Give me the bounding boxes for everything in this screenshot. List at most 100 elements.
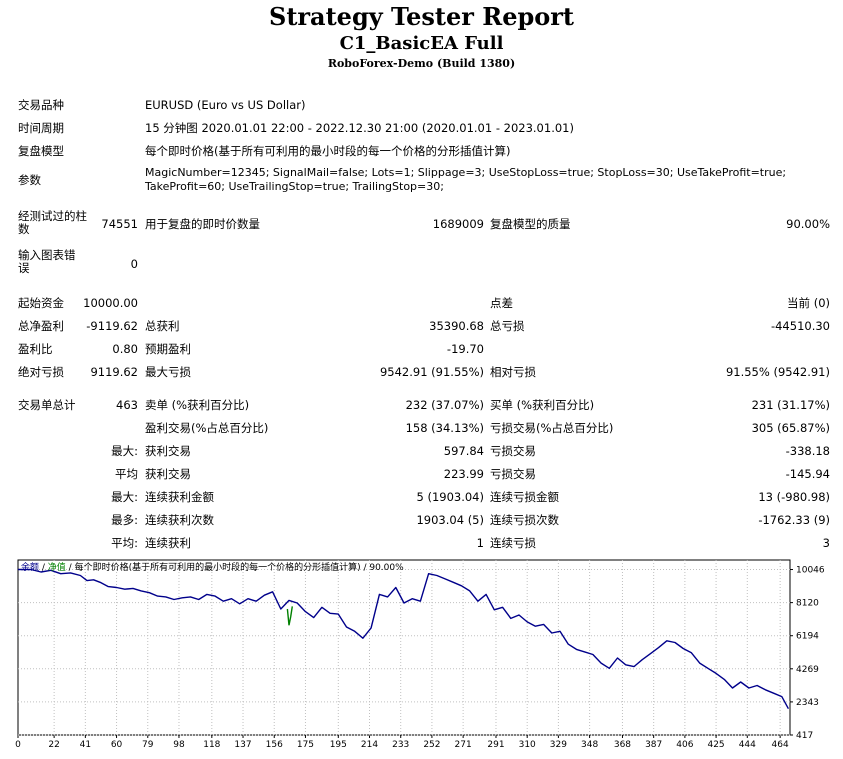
legend-separator: / (39, 563, 48, 573)
average-consecutive-wins-label: 连续获利 (145, 536, 191, 550)
equity-line (286, 606, 293, 626)
max-consecutive-label: 最大: (111, 490, 138, 504)
total-trades-value: 463 (116, 398, 138, 412)
x-tick-label: 118 (203, 740, 220, 750)
average-profit-label: 获利交易 (145, 467, 191, 481)
x-tick-label: 368 (614, 740, 631, 750)
average-consecutive-wins-value: 1 (476, 536, 484, 550)
max-consecutive-wins-value: 5 (1903.04) (416, 490, 484, 504)
net-profit-value: -9119.62 (86, 319, 138, 333)
y-tick-label: 10046 (796, 566, 825, 576)
profit-trades-value: 158 (34.13%) (405, 421, 484, 435)
x-tick-label: 137 (234, 740, 251, 750)
params-line-2: TakeProfit=60; UseTrailingStop=true; Tra… (145, 180, 444, 193)
average-label: 平均 (115, 467, 138, 481)
report-subtitle: C1_BasicEA Full (339, 33, 504, 54)
period-label: 时间周期 (18, 121, 64, 135)
x-tick-label: 175 (297, 740, 314, 750)
ticks-label: 用于复盘的即时价数量 (145, 217, 260, 231)
largest-profit-label: 获利交易 (145, 444, 191, 458)
max-consecutive-losses-value: 13 (-980.98) (758, 490, 830, 504)
report-server: RoboForex-Demo (Build 1380) (327, 57, 516, 70)
maximal-label: 最多: (111, 513, 138, 527)
gross-loss-label: 总亏损 (490, 319, 525, 333)
profit-factor-value: 0.80 (112, 342, 138, 356)
expected-payoff-value: -19.70 (446, 342, 484, 356)
net-profit-label: 总净盈利 (18, 319, 64, 333)
long-trades-value: 231 (31.17%) (751, 398, 830, 412)
maximal-loss-label: 连续亏损次数 (490, 513, 559, 527)
average-consecutive-losses-label: 连续亏损 (490, 536, 536, 550)
spread-value: 当前 (0) (787, 296, 830, 310)
expected-payoff-label: 预期盈利 (145, 342, 191, 356)
largest-profit-value: 597.84 (443, 444, 484, 458)
deposit-label: 起始资金 (18, 296, 64, 310)
params-label: 参数 (18, 173, 41, 187)
report-title: Strategy Tester Report (268, 2, 575, 31)
x-tick-label: 348 (581, 740, 598, 750)
gross-profit-value: 35390.68 (429, 319, 484, 333)
errors-value: 0 (130, 257, 138, 271)
average-loss-value: -145.94 (785, 467, 830, 481)
absolute-drawdown-label: 绝对亏损 (18, 365, 64, 379)
maximal-drawdown-label: 最大亏损 (145, 365, 191, 379)
x-tick-label: 233 (392, 740, 409, 750)
y-tick-label: 6194 (796, 632, 819, 642)
x-tick-label: 41 (80, 740, 91, 750)
largest-label: 最大: (111, 444, 138, 458)
balance-line (18, 568, 790, 710)
deposit-value: 10000.00 (83, 296, 138, 310)
x-tick-label: 444 (739, 740, 756, 750)
x-tick-label: 406 (676, 740, 693, 750)
x-tick-label: 214 (361, 740, 378, 750)
plot-area (17, 559, 791, 736)
total-trades-label: 交易单总计 (18, 398, 76, 412)
x-tick-label: 310 (519, 740, 536, 750)
legend-balance: 余额 (21, 563, 40, 573)
absolute-drawdown-value: 9119.62 (90, 365, 138, 379)
y-tick-label: 2343 (796, 698, 819, 708)
x-tick-label: 291 (487, 740, 504, 750)
symbol-value: EURUSD (Euro vs US Dollar) (145, 98, 306, 112)
average-loss-label: 亏损交易 (490, 467, 536, 481)
legend-model: 每个即时价格(基于所有可利用的最小时段的每一个价格的分形插值计算) (74, 563, 361, 573)
quality-label: 复盘模型的质量 (490, 217, 571, 231)
spread-label: 点差 (490, 296, 513, 310)
short-trades-label: 卖单 (%获利百分比) (145, 398, 250, 412)
params-line-1: MagicNumber=12345; SignalMail=false; Lot… (145, 166, 787, 179)
long-trades-label: 买单 (%获利百分比) (490, 398, 595, 412)
x-tick-label: 60 (111, 740, 123, 750)
legend-equity: 净值 (47, 563, 66, 573)
maximal-profit-value: 1903.04 (5) (416, 513, 484, 527)
largest-loss-label: 亏损交易 (490, 444, 536, 458)
y-tick-label: 4269 (796, 665, 819, 675)
x-tick-label: 0 (15, 740, 21, 750)
balance-chart: 0 22 41 60 79 98 118 137 156 175 195 214 233 252 271 29… (15, 557, 827, 755)
x-tick-label: 387 (645, 740, 662, 750)
x-tick-label: 98 (173, 740, 185, 750)
balance-chart-svg: 0 22 41 60 79 98 118 137 156 175 195 214 233 252 271 29… (15, 559, 825, 750)
x-tick-label: 252 (423, 740, 440, 750)
x-tick-label: 425 (707, 740, 724, 750)
y-tick-label: 8120 (796, 599, 819, 609)
ticks-value: 1689009 (432, 217, 484, 231)
errors-label: 输入图表错误 (18, 248, 76, 275)
legend-separator: / (360, 563, 370, 573)
symbol-label: 交易品种 (18, 98, 64, 112)
max-consecutive-losses-label: 连续亏损金额 (490, 490, 559, 504)
loss-trades-label: 亏损交易(%占总百分比) (490, 421, 614, 435)
quality-value: 90.00% (786, 217, 830, 231)
bars-value: 74551 (101, 217, 138, 231)
x-tick-label: 329 (550, 740, 567, 750)
model-value: 每个即时价格(基于所有可利用的最小时段的每一个价格的分形插值计算) (145, 144, 511, 158)
gross-loss-value: -44510.30 (770, 319, 830, 333)
average-consecutive-label: 平均: (111, 536, 138, 550)
x-tick-label: 156 (266, 740, 283, 750)
maximal-loss-value: -1762.33 (9) (758, 513, 830, 527)
bars-label: 经测试过的柱数 (18, 209, 87, 236)
profit-trades-label: 盈利交易(%占总百分比) (145, 421, 269, 435)
x-tick-label: 22 (48, 740, 59, 750)
profit-factor-label: 盈利比 (18, 342, 53, 356)
gross-profit-label: 总获利 (145, 319, 180, 333)
chart-legend: 余额 / 净值 / 每个即时价格(基于所有可利用的最小时段的每一个价格的分形插值… (21, 560, 404, 573)
